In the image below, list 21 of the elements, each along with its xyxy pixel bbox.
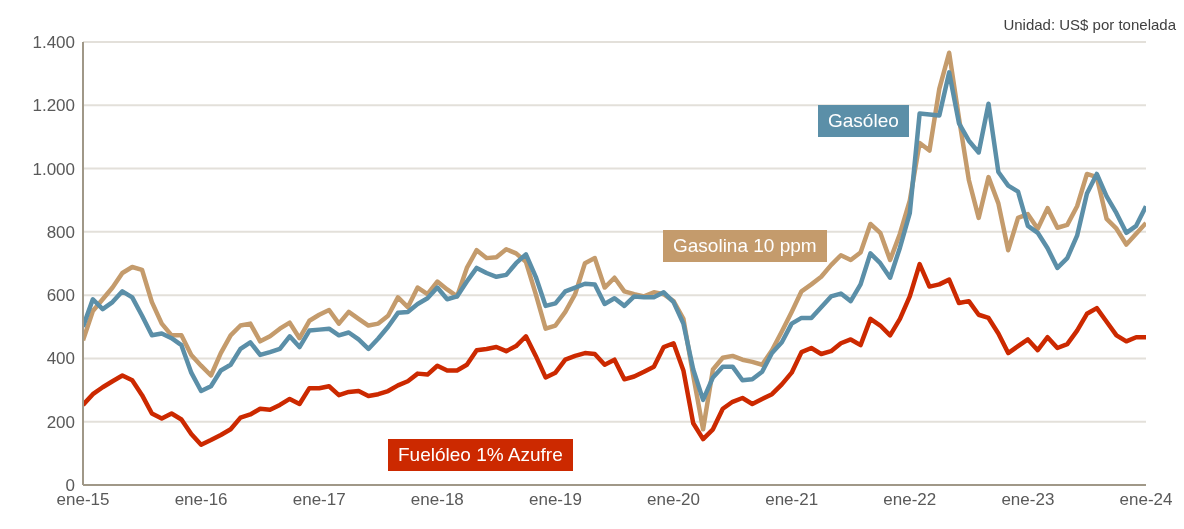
x-tick-label: ene-24	[1119, 490, 1173, 510]
y-tick-label: 600	[46, 286, 75, 306]
x-tick-label: ene-18	[410, 490, 464, 510]
text: Fuelóleo 1% Azufre	[388, 439, 573, 471]
y-tick-label: 1.200	[32, 96, 75, 116]
y-tick-label: 1.400	[32, 33, 75, 53]
x-tick-label: ene-23	[1001, 490, 1055, 510]
text: Unidad: US$ por tonelada	[1003, 16, 1176, 33]
line-series	[83, 261, 1146, 448]
x-tick-label: ene-21	[765, 490, 819, 510]
x-tick-label: ene-20	[647, 490, 701, 510]
y-tick-label: 400	[46, 349, 75, 369]
series-label: Gasolina 10 ppm	[663, 230, 827, 262]
series-label: Gasóleo	[818, 105, 909, 137]
y-tick-label: 800	[46, 222, 75, 242]
x-tick-label: ene-17	[292, 490, 346, 510]
x-tick-label: ene-16	[174, 490, 228, 510]
x-tick-label: ene-19	[528, 490, 582, 510]
x-tick-label: ene-22	[883, 490, 937, 510]
y-tick-label: 1.000	[32, 159, 75, 179]
y-tick-label: 200	[46, 412, 75, 432]
